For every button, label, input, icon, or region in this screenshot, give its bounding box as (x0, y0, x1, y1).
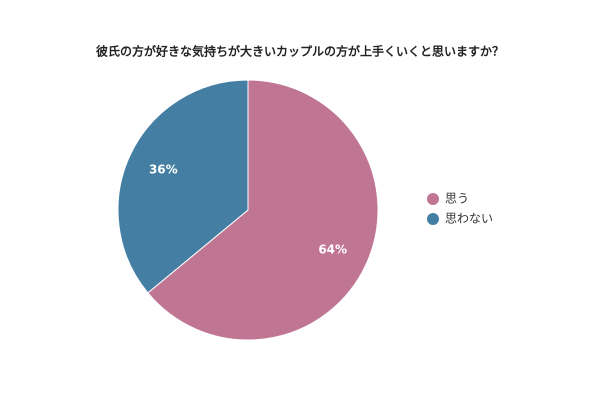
value-label: 64% (318, 242, 347, 256)
legend-label: 思う (445, 192, 469, 206)
value-label: 36% (149, 163, 178, 177)
pie-slice (147, 79, 379, 341)
pie-slice (117, 79, 249, 294)
legend-label: 思わない (445, 212, 493, 226)
legend-marker (427, 213, 439, 225)
chart-title: 彼氏の方が好きな気持ちが大きいカップルの方が上手くいくと思いますか？ (96, 44, 504, 59)
legend-marker (427, 193, 439, 205)
